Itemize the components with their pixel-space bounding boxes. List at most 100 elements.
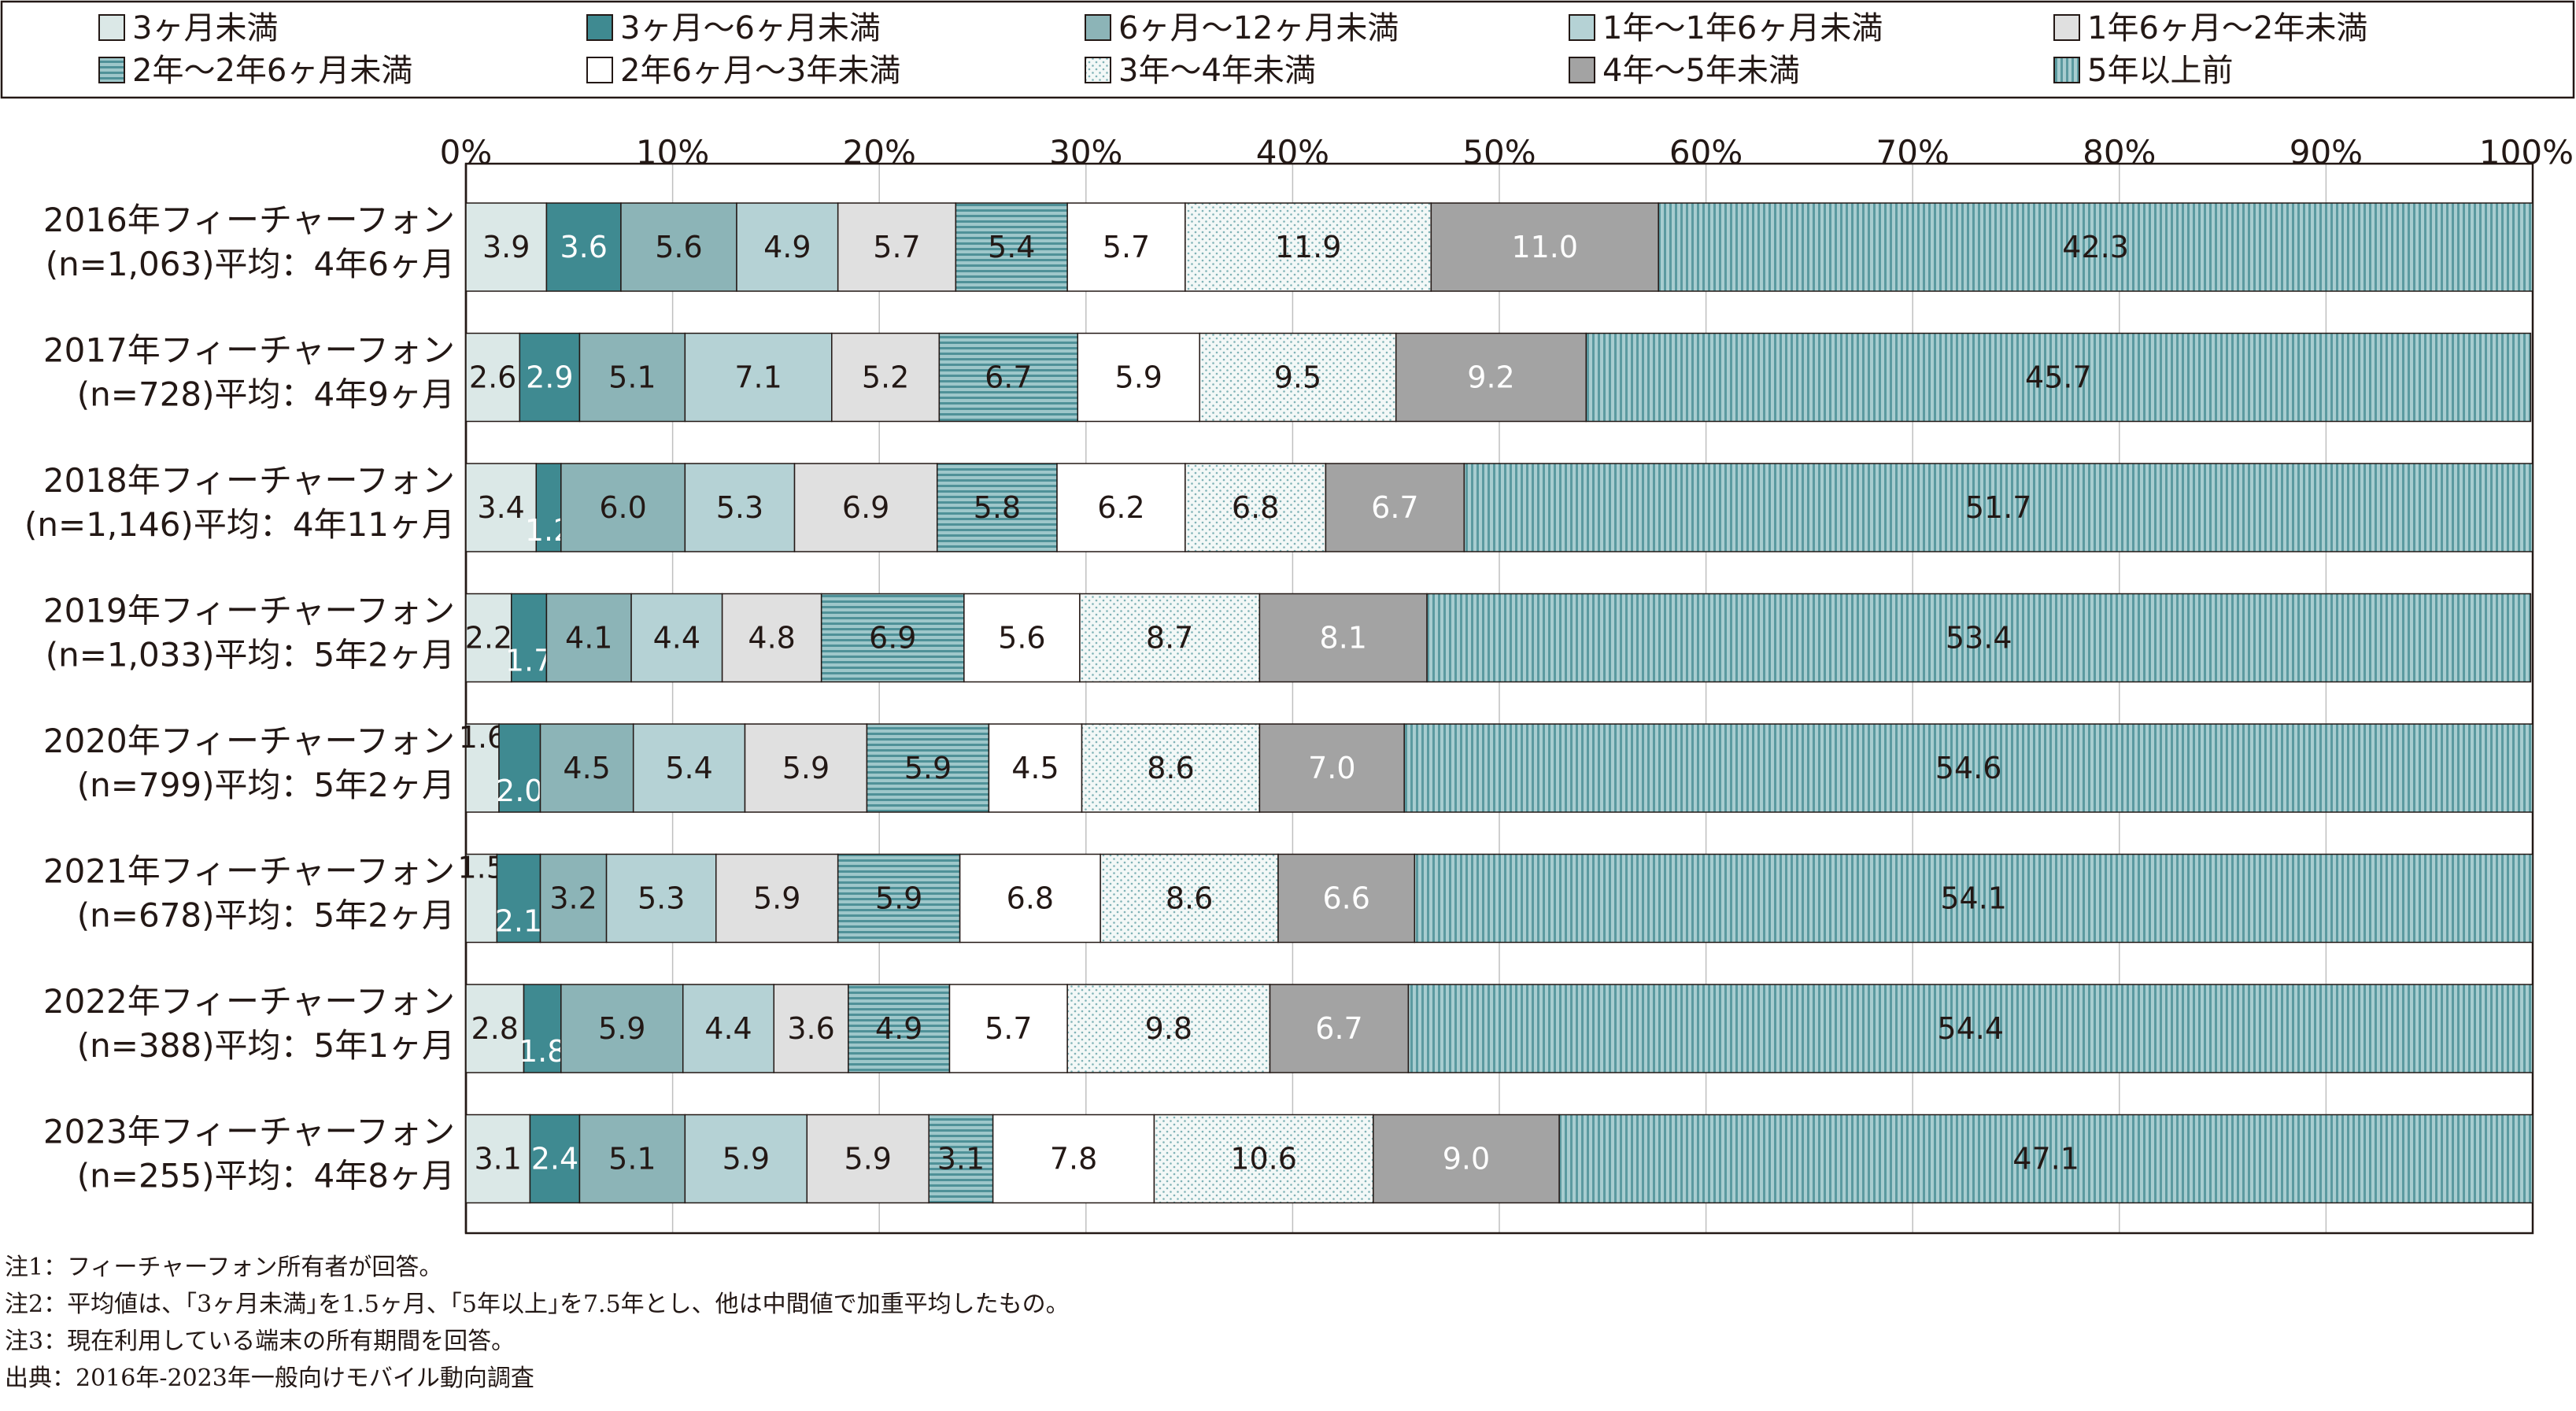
bar-segment (539, 853, 608, 944)
value-label: 5.9 (1115, 360, 1162, 395)
value-label: 3.2 (549, 881, 597, 916)
value-label: 54.6 (1935, 751, 2002, 785)
x-tick-label: 20% (843, 133, 916, 172)
value-label: 8.1 (1320, 621, 1367, 656)
x-axis-ticks: 0% 10% 20% 30% 40% 50% 60% 70% 80% 90% 100% (440, 133, 2574, 172)
legend-swatch (98, 14, 125, 41)
bar-segment (560, 463, 686, 552)
value-label: 5.9 (844, 1142, 892, 1176)
x-tick-label: 40% (1256, 133, 1329, 172)
value-label: 5.1 (608, 1142, 656, 1176)
value-label: 5.9 (875, 881, 922, 916)
legend-label: 3ヶ月未満 (132, 10, 278, 46)
bar-segment (465, 984, 525, 1073)
bar-segment (988, 723, 1083, 813)
value-label: 54.1 (1940, 881, 2007, 916)
legend-swatch (1085, 14, 1111, 41)
bar-segment (992, 1114, 1155, 1204)
category-label-line1: 2020年フィーチャーフォン (43, 722, 455, 760)
bar-segment (1325, 463, 1465, 552)
bar-segment (1066, 202, 1186, 292)
bar-segment (1373, 1114, 1560, 1204)
bar-segment (959, 853, 1101, 944)
value-label: 4.1 (565, 621, 612, 656)
bar-segment (1395, 332, 1587, 423)
value-label: 2.4 (531, 1142, 578, 1176)
value-label: 6.7 (1315, 1011, 1362, 1046)
value-label: 2.0 (496, 774, 543, 808)
bar-segment (1585, 332, 2532, 423)
value-label: 4.8 (748, 621, 795, 656)
bar-segment (545, 202, 622, 292)
legend-label: 1年6ヶ月〜2年未満 (2087, 10, 2367, 46)
legend-label: 1年〜1年6ヶ月未満 (1602, 10, 1883, 46)
bar-segment (1558, 1114, 2533, 1204)
legend-label: 3年〜4年未満 (1118, 53, 1316, 89)
category-label-line1: 2021年フィーチャーフォン (43, 852, 455, 891)
legend-swatch (2053, 57, 2080, 83)
value-label: 3.9 (482, 230, 530, 264)
bar-segment (605, 853, 717, 944)
bar-segment (1407, 984, 2533, 1073)
bar-segment (632, 723, 746, 813)
legend-swatch (1569, 14, 1595, 41)
bar-segment (465, 593, 512, 683)
value-label: 5.8 (974, 490, 1021, 525)
bar-segment (560, 984, 684, 1073)
value-label: 5.9 (904, 751, 952, 785)
value-label: 5.3 (638, 881, 685, 916)
bar-segment (539, 723, 634, 813)
category-label-line2: (n=1,146)平均：4年11ヶ月 (24, 505, 455, 544)
value-label: 9.0 (1443, 1142, 1490, 1176)
category-label-line2: (n=728)平均：4年9ヶ月 (77, 375, 455, 414)
value-label: 5.7 (873, 230, 920, 264)
value-label: 5.9 (723, 1142, 770, 1176)
x-tick-label: 30% (1049, 133, 1122, 172)
category-label-line1: 2016年フィーチャーフォン (43, 201, 455, 239)
bar-segment (1056, 463, 1186, 552)
value-label: 11.9 (1275, 230, 1342, 264)
value-label: 8.6 (1166, 881, 1213, 916)
bar-segment (793, 463, 938, 552)
bar-segment (1269, 984, 1410, 1073)
value-label: 54.4 (1937, 1011, 2004, 1046)
bar-segment (1463, 463, 2533, 552)
value-label: 3.1 (474, 1142, 521, 1176)
value-label: 4.4 (653, 621, 700, 656)
value-label: 8.7 (1146, 621, 1193, 656)
bar-segment (1079, 593, 1261, 683)
value-label: 5.6 (655, 230, 702, 264)
bar-segment (630, 593, 723, 683)
bar-segment (684, 1114, 808, 1204)
bar-segment (578, 1114, 686, 1204)
value-label: 5.7 (1103, 230, 1150, 264)
bar-segment (682, 984, 775, 1073)
value-label: 2.8 (471, 1011, 519, 1046)
x-tick-label: 70% (1876, 133, 1950, 172)
bar-segment (465, 723, 500, 813)
bar-segment (721, 593, 822, 683)
value-label: 53.4 (1946, 621, 2012, 656)
value-label: 1.7 (505, 644, 553, 678)
value-label: 45.7 (2025, 360, 2092, 395)
bar-segment (523, 984, 562, 1073)
category-label-line1: 2019年フィーチャーフォン (43, 592, 455, 630)
bar-segment (936, 463, 1058, 552)
bar-segment (1430, 202, 1659, 292)
value-label: 6.6 (1322, 881, 1369, 916)
bar-segment (684, 332, 833, 423)
bar-segment (545, 593, 632, 683)
value-label: 5.4 (988, 230, 1035, 264)
value-label: 5.7 (985, 1011, 1032, 1046)
legend-label: 2年〜2年6ヶ月未満 (132, 53, 412, 89)
bar-segment (529, 1114, 581, 1204)
bar-segment (498, 723, 541, 813)
category-label-line2: (n=255)平均：4年8ヶ月 (77, 1157, 455, 1195)
legend-swatch (586, 57, 613, 83)
x-tick-label: 90% (2290, 133, 2363, 172)
value-label: 6.8 (1232, 490, 1279, 525)
bar-segment (1185, 202, 1432, 292)
bar-segment (1403, 723, 2533, 813)
bar-segment (820, 593, 965, 683)
